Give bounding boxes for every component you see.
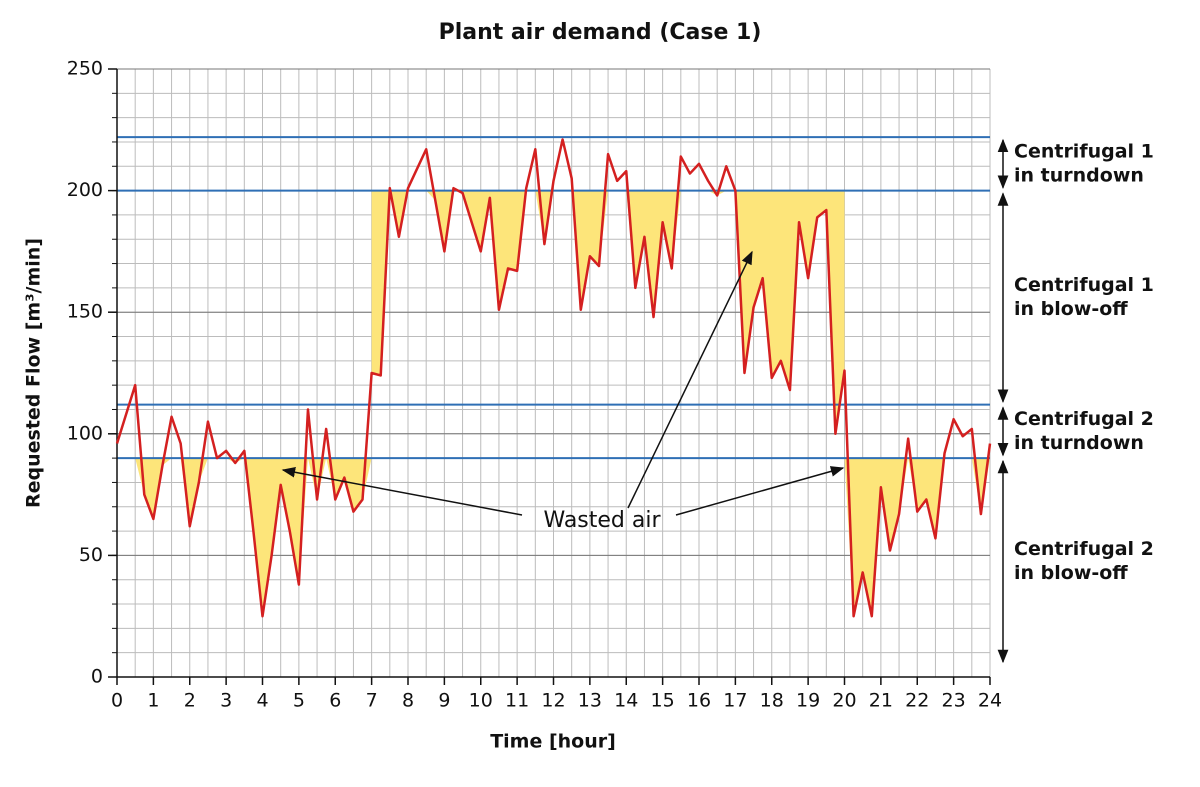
zone-label: Centrifugal 1 <box>1014 140 1154 162</box>
x-tick-label: 6 <box>329 690 341 712</box>
x-tick-label: 8 <box>402 690 414 712</box>
x-tick-label: 11 <box>505 690 529 712</box>
zone-label: Centrifugal 1 <box>1014 274 1154 296</box>
annotation-arrow <box>627 250 753 509</box>
x-tick-label: 23 <box>942 690 966 712</box>
x-tick-label: 3 <box>220 690 232 712</box>
x-tick-label: 22 <box>905 690 929 712</box>
x-tick-label: 13 <box>578 690 602 712</box>
annotation-arrow <box>675 466 845 516</box>
y-axis-title: Requested Flow [m³/min] <box>23 238 45 508</box>
x-tick-label: 2 <box>184 690 196 712</box>
zone-label: Centrifugal 2 <box>1014 538 1154 560</box>
y-tick-label: 150 <box>67 301 103 323</box>
annotation-label: Wasted air <box>543 508 661 533</box>
x-tick-label: 20 <box>832 690 856 712</box>
x-tick-label: 4 <box>256 690 268 712</box>
x-tick-label: 1 <box>147 690 159 712</box>
x-tick-label: 15 <box>651 690 675 712</box>
x-axis-title: Time [hour] <box>490 731 616 753</box>
chart-title: Plant air demand (Case 1) <box>439 20 762 45</box>
x-tick-label: 21 <box>869 690 893 712</box>
wasted-air-area <box>371 190 845 434</box>
y-tick-label: 250 <box>67 58 103 80</box>
x-tick-label: 10 <box>469 690 493 712</box>
data-line <box>115 138 992 618</box>
y-tick-label: 100 <box>67 422 103 444</box>
zone-label: in turndown <box>1014 164 1144 186</box>
y-tick-label: 200 <box>67 179 103 201</box>
zone-label: Centrifugal 2 <box>1014 408 1154 430</box>
zone-label: in blow-off <box>1014 298 1128 320</box>
x-tick-label: 19 <box>796 690 820 712</box>
x-tick-label: 17 <box>723 690 747 712</box>
y-tick-label: 50 <box>79 544 103 566</box>
zone-label: in blow-off <box>1014 562 1128 584</box>
x-tick-label: 12 <box>541 690 565 712</box>
x-tick-label: 0 <box>111 690 123 712</box>
x-tick-label: 14 <box>614 690 638 712</box>
x-tick-label: 16 <box>687 690 711 712</box>
x-tick-label: 5 <box>293 690 305 712</box>
x-tick-label: 24 <box>978 690 1002 712</box>
y-tick-label: 0 <box>91 666 103 688</box>
zone-label: in turndown <box>1014 432 1144 454</box>
annotation-arrow <box>281 466 523 516</box>
x-tick-label: 18 <box>760 690 784 712</box>
x-tick-label: 9 <box>438 690 450 712</box>
x-tick-label: 7 <box>366 690 378 712</box>
